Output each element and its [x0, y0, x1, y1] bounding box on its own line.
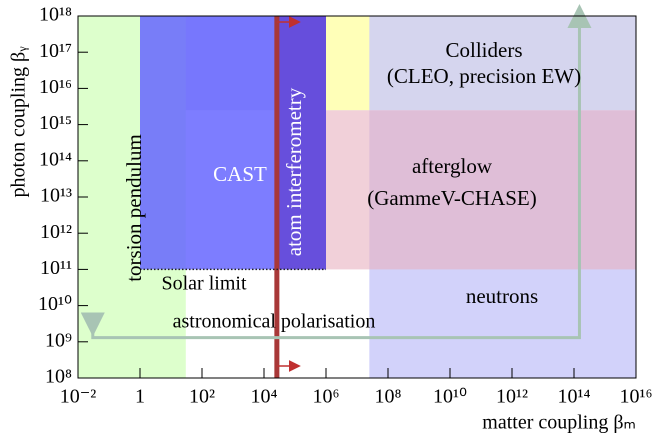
x-tick-label: 10¹²	[496, 386, 528, 408]
y-tick-label: 10¹⁰	[38, 293, 72, 315]
region-label: Colliders	[446, 38, 523, 62]
x-tick-label: 10⁸	[375, 386, 402, 408]
line-label: astronomical polarisation	[173, 311, 376, 333]
x-tick-label: 10¹⁰	[433, 386, 467, 408]
x-tick-label: 10⁶	[313, 386, 340, 408]
y-axis-title: photon coupling βᵧ	[8, 46, 30, 198]
y-tick-label: 10¹²	[40, 221, 72, 243]
x-tick-label: 10⁴	[251, 386, 278, 408]
boundary-line	[80, 4, 592, 340]
y-tick-label: 10¹⁷	[39, 40, 72, 62]
region-label: afterglow	[412, 154, 493, 178]
region	[326, 16, 370, 111]
y-tick-label: 10¹³	[40, 185, 72, 207]
region-label: CAST	[213, 162, 267, 186]
region-label: atom interferometry	[282, 87, 306, 256]
x-tick-label: 10⁻²	[60, 386, 97, 408]
y-tick-label: 10¹⁶	[39, 76, 72, 98]
line-label: Solar limit	[162, 273, 247, 295]
x-tick-label: 10¹⁴	[558, 386, 591, 408]
y-tick-label: 10⁹	[45, 329, 72, 351]
region-label: torsion pendulum	[122, 134, 146, 282]
y-tick-label: 10¹¹	[40, 257, 72, 279]
y-tick-label: 10⁸	[45, 366, 72, 388]
x-tick-label: 10¹⁶	[620, 386, 653, 408]
y-tick-label: 10¹⁵	[39, 112, 72, 134]
region-label: neutrons	[466, 284, 538, 308]
x-tick-label: 10²	[189, 386, 215, 408]
region-label: (GammeV-CHASE)	[367, 186, 537, 210]
x-axis-title: matter coupling βₘ	[482, 412, 636, 434]
y-tick-label: 10¹⁴	[39, 148, 72, 170]
region-label: (CLEO, precision EW)	[387, 64, 581, 88]
y-tick-label: 10¹⁸	[39, 4, 72, 26]
x-tick-label: 1	[135, 386, 145, 408]
